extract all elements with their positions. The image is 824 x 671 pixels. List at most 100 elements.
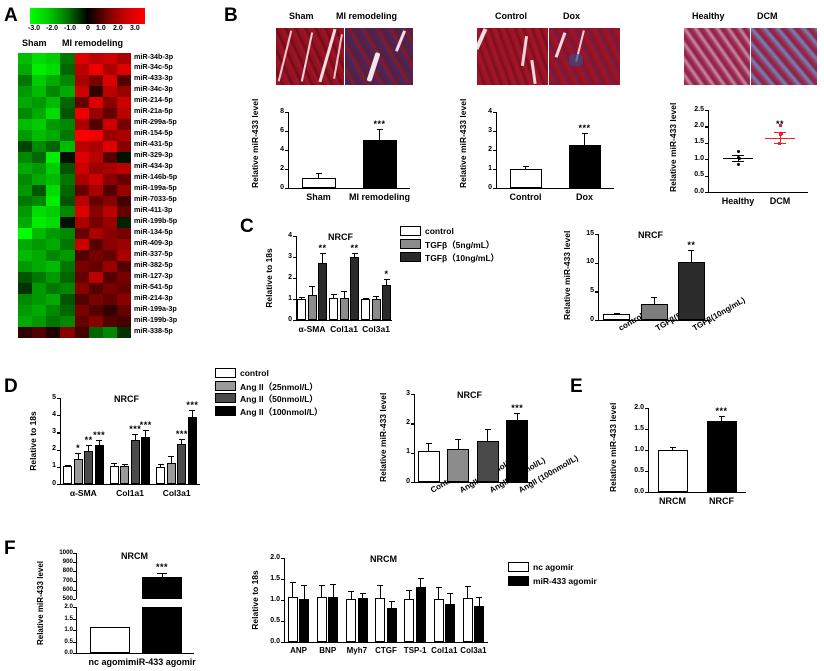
heatmap-cell bbox=[18, 53, 32, 64]
heatmap-row-label: miR-338-5p bbox=[134, 326, 173, 335]
heatmap-cell bbox=[18, 185, 32, 196]
y-axis bbox=[60, 398, 61, 484]
heatmap-cell bbox=[89, 108, 103, 119]
heatmap-cell bbox=[103, 75, 117, 86]
heatmap-cell bbox=[89, 64, 103, 75]
bar bbox=[95, 445, 104, 484]
heatmap-cell bbox=[117, 108, 131, 119]
y-tick bbox=[73, 653, 76, 654]
heatmap-cell bbox=[117, 206, 131, 217]
heatmap-cell bbox=[60, 283, 74, 294]
chart-title: NRCF bbox=[114, 394, 139, 404]
heatmap-row bbox=[18, 327, 131, 338]
heatmap-cell bbox=[46, 261, 60, 272]
x-tick-label: nc agomir bbox=[88, 657, 131, 667]
y-tick-label: 700 bbox=[46, 577, 73, 584]
micrograph-label-sham: Sham bbox=[289, 11, 314, 21]
legend-swatch bbox=[215, 406, 236, 416]
heatmap-cell bbox=[32, 294, 46, 305]
significance-stars: ** bbox=[350, 243, 358, 253]
heatmap-cell bbox=[89, 97, 103, 108]
y-tick bbox=[57, 415, 61, 416]
heatmap-cell bbox=[89, 119, 103, 130]
bar bbox=[375, 598, 385, 642]
y-tick bbox=[705, 110, 709, 111]
error-bar bbox=[380, 585, 381, 598]
y-tick-label: 8 bbox=[256, 108, 284, 115]
error-cap bbox=[514, 413, 520, 414]
y-axis-label: Relative miR-433 level bbox=[250, 112, 260, 188]
heatmap-cell bbox=[89, 141, 103, 152]
error-cap bbox=[670, 447, 676, 448]
legend-swatch bbox=[508, 562, 529, 572]
x-tick-label: NRCM bbox=[659, 496, 686, 506]
error-cap bbox=[719, 416, 725, 417]
heatmap-cell bbox=[117, 294, 131, 305]
y-tick bbox=[411, 394, 415, 395]
heatmap-cell bbox=[75, 86, 89, 97]
heatmap-row-label: miR-21a-5p bbox=[134, 106, 173, 115]
heatmap-cell bbox=[60, 64, 74, 75]
colorbar-tick: -3.0 bbox=[28, 25, 40, 32]
y-tick-label: 6 bbox=[256, 127, 284, 134]
colorbar-tick: -1.0 bbox=[64, 25, 76, 32]
y-tick bbox=[293, 278, 297, 279]
heatmap-cell bbox=[103, 261, 117, 272]
error-cap bbox=[330, 584, 336, 585]
heatmap-row bbox=[18, 196, 131, 207]
y-tick bbox=[293, 299, 297, 300]
bar bbox=[110, 466, 119, 484]
heatmap-cell bbox=[117, 327, 131, 338]
error-cap bbox=[122, 464, 128, 465]
panel-letter-a: A bbox=[4, 5, 18, 27]
y-tick bbox=[73, 553, 76, 554]
error-cap bbox=[436, 587, 442, 588]
y-axis bbox=[414, 394, 415, 482]
heatmap-cell bbox=[103, 228, 117, 239]
bar bbox=[363, 140, 397, 188]
heatmap-cell bbox=[46, 108, 60, 119]
heatmap-cell bbox=[18, 250, 32, 261]
significance-stars: *** bbox=[373, 119, 385, 129]
heatmap-cell bbox=[18, 327, 32, 338]
chart-title: NRCM bbox=[121, 551, 148, 561]
heatmap-row-label: miR-409-3p bbox=[134, 238, 173, 247]
y-tick-label: 2.0 bbox=[616, 404, 644, 411]
heatmap-cell bbox=[32, 174, 46, 185]
heatmap-cell bbox=[89, 185, 103, 196]
heatmap-cell bbox=[117, 272, 131, 283]
chart-e: 0.0 0.5 1.0 1.5 2.0 Relative miR-433 level NRC… bbox=[606, 396, 754, 510]
legend-d: control Ang II（25nmol/L） Ang II（50nmol/L） A… bbox=[215, 368, 365, 420]
y-tick-label: 0.5 bbox=[46, 638, 73, 645]
y-tick bbox=[705, 176, 709, 177]
heatmap-cell bbox=[75, 327, 89, 338]
bar bbox=[434, 599, 444, 642]
heatmap-cell bbox=[103, 86, 117, 97]
sem-cap bbox=[774, 143, 786, 144]
y-axis bbox=[284, 558, 285, 642]
x-axis bbox=[708, 192, 808, 193]
heatmap-cell bbox=[103, 272, 117, 283]
legend-swatch bbox=[508, 576, 529, 586]
y-tick bbox=[57, 432, 61, 433]
x-axis bbox=[60, 484, 200, 485]
error-cap bbox=[348, 591, 354, 592]
error-cap bbox=[143, 430, 149, 431]
y-tick-label: 2.0 bbox=[676, 122, 704, 129]
error-bar bbox=[351, 591, 352, 599]
y-axis-label: Relative miR-433 level bbox=[458, 112, 468, 188]
y-tick-label: 1.0 bbox=[676, 155, 704, 162]
heatmap-cell bbox=[103, 130, 117, 141]
bar bbox=[328, 597, 338, 642]
heatmap-row bbox=[18, 75, 131, 86]
error-bar bbox=[438, 587, 439, 599]
y-tick bbox=[57, 398, 61, 399]
heatmap-cell bbox=[103, 152, 117, 163]
error-cap bbox=[331, 294, 337, 295]
micrograph-healthy bbox=[684, 28, 750, 85]
legend-label: TGFβ（5ng/mL） bbox=[425, 239, 494, 251]
x-tick-label: NRCF bbox=[709, 496, 734, 506]
significance-stars: ** bbox=[776, 119, 784, 129]
chart-title: NRCF bbox=[457, 390, 482, 400]
heatmap-cell bbox=[46, 294, 60, 305]
